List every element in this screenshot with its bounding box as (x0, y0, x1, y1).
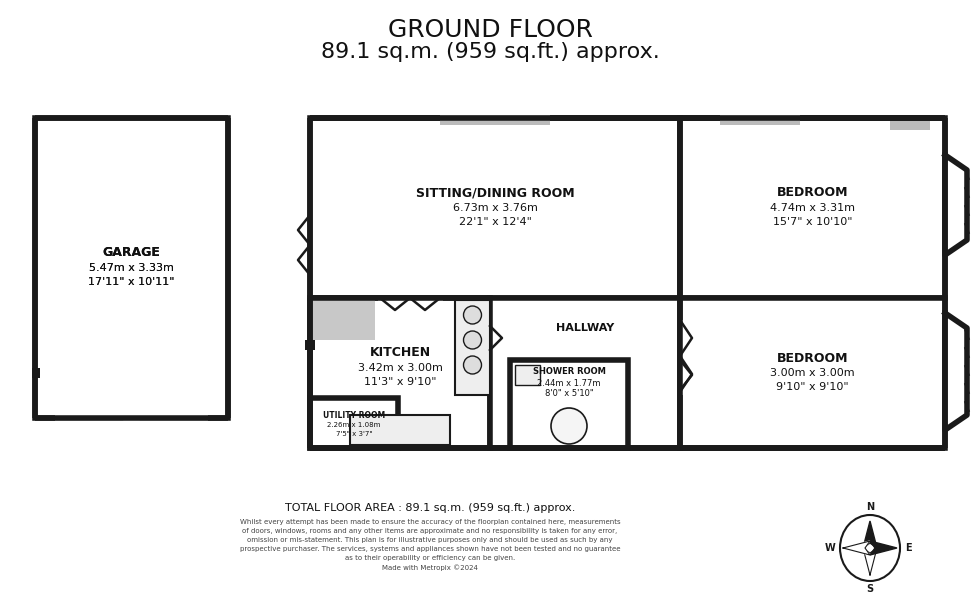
Text: GARAGE: GARAGE (103, 246, 161, 260)
Text: KITCHEN: KITCHEN (369, 346, 430, 359)
Bar (680, 118, 945, 298)
Text: 3.00m x 3.00m: 3.00m x 3.00m (770, 368, 855, 378)
Text: 11'3" x 9'10": 11'3" x 9'10" (364, 377, 436, 387)
Bar (308, 215, 312, 275)
Text: 17'11" x 10'11": 17'11" x 10'11" (88, 277, 174, 287)
Text: Whilst every attempt has been made to ensure the accuracy of the floorplan conta: Whilst every attempt has been made to en… (240, 519, 620, 571)
Text: HALLWAY: HALLWAY (556, 323, 614, 333)
Text: 3.42m x 3.00m: 3.42m x 3.00m (358, 363, 442, 373)
Bar (678, 320, 683, 395)
Bar (310, 118, 680, 298)
Bar (440, 115, 550, 125)
Bar (720, 115, 800, 125)
Circle shape (551, 408, 587, 444)
Text: GROUND FLOOR: GROUND FLOOR (387, 18, 593, 42)
Text: SITTING/DINING ROOM: SITTING/DINING ROOM (416, 187, 574, 200)
Text: SHOWER ROOM: SHOWER ROOM (532, 368, 606, 377)
Polygon shape (863, 521, 877, 548)
Bar (305, 340, 315, 350)
Text: 89.1 sq.m. (959 sq.ft.) approx.: 89.1 sq.m. (959 sq.ft.) approx. (320, 42, 660, 62)
Text: 9'10" x 9'10": 9'10" x 9'10" (776, 382, 849, 392)
Text: GARAGE: GARAGE (103, 246, 161, 260)
Text: 5.47m x 3.33m: 5.47m x 3.33m (89, 263, 173, 273)
Bar (35, 118, 228, 418)
Text: 7'5" x 3'7": 7'5" x 3'7" (336, 431, 372, 437)
Polygon shape (863, 548, 877, 575)
Polygon shape (843, 541, 870, 555)
Text: UTILITY ROOM: UTILITY ROOM (322, 410, 385, 420)
Polygon shape (310, 298, 375, 340)
Text: 8'0" x 5'10": 8'0" x 5'10" (545, 389, 593, 398)
Bar (378, 296, 443, 301)
Circle shape (464, 331, 481, 349)
Text: 15'7" x 10'10": 15'7" x 10'10" (773, 217, 853, 227)
Polygon shape (945, 313, 967, 430)
Bar (490, 298, 680, 448)
Text: 4.74m x 3.31m: 4.74m x 3.31m (770, 203, 855, 213)
Polygon shape (870, 541, 897, 555)
Text: 5.47m x 3.33m: 5.47m x 3.33m (89, 263, 173, 273)
Polygon shape (945, 155, 967, 255)
Bar (510, 360, 628, 448)
Bar (310, 298, 490, 448)
Bar (455, 300, 490, 395)
Text: BEDROOM: BEDROOM (777, 187, 849, 200)
Bar (680, 298, 945, 448)
Text: E: E (905, 543, 911, 553)
Text: 22'1" x 12'4": 22'1" x 12'4" (459, 217, 531, 227)
Text: 17'11" x 10'11": 17'11" x 10'11" (88, 277, 174, 287)
Circle shape (464, 306, 481, 324)
Text: W: W (824, 543, 835, 553)
Text: S: S (866, 584, 873, 594)
Text: N: N (866, 502, 874, 512)
Text: 2.26m x 1.08m: 2.26m x 1.08m (327, 422, 380, 428)
Text: BEDROOM: BEDROOM (777, 352, 849, 365)
Bar (32, 368, 40, 378)
Bar (310, 398, 398, 448)
Bar (350, 415, 450, 445)
Text: TOTAL FLOOR AREA : 89.1 sq.m. (959 sq.ft.) approx.: TOTAL FLOOR AREA : 89.1 sq.m. (959 sq.ft… (285, 503, 575, 513)
Bar (890, 118, 930, 130)
Circle shape (464, 356, 481, 374)
Bar (515, 365, 540, 385)
Ellipse shape (840, 515, 900, 581)
Text: 2.44m x 1.77m: 2.44m x 1.77m (537, 380, 601, 389)
Text: 6.73m x 3.76m: 6.73m x 3.76m (453, 203, 537, 213)
